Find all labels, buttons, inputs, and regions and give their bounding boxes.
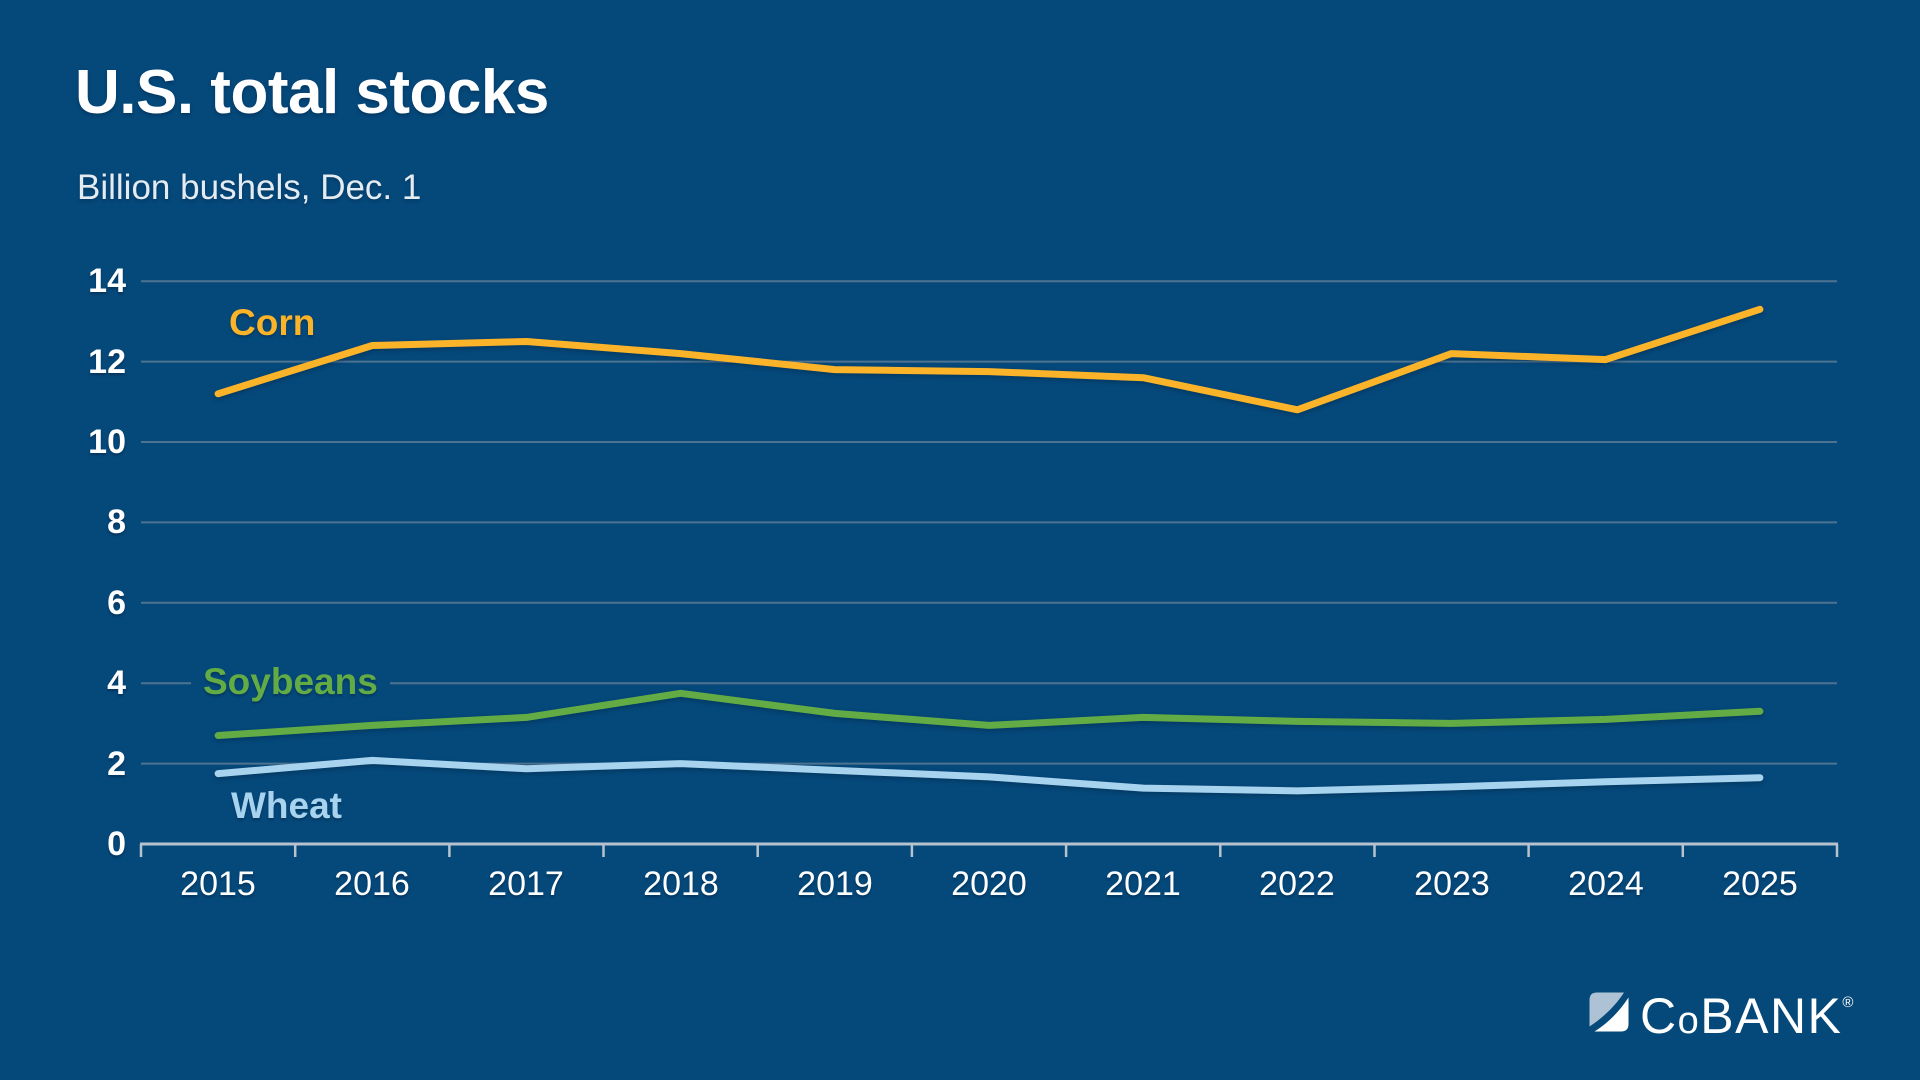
cobank-logo-icon	[1589, 992, 1629, 1032]
y-axis-label-8: 8	[107, 503, 126, 541]
x-axis-label-2020: 2020	[951, 865, 1027, 903]
series-label-soybeans: Soybeans	[191, 660, 390, 704]
logo-letter-o: o	[1677, 1000, 1701, 1042]
x-axis-label-2021: 2021	[1105, 865, 1181, 903]
series-label-corn: Corn	[229, 302, 316, 343]
registered-mark: ®	[1842, 994, 1854, 1011]
y-axis-label-4: 4	[107, 664, 126, 702]
soybeans-line	[214, 689, 1764, 739]
y-axis-label-10: 10	[88, 423, 126, 461]
y-axis-label-0: 0	[107, 825, 126, 863]
x-axis-label-2016: 2016	[334, 865, 410, 903]
x-axis-label-2018: 2018	[643, 865, 719, 903]
x-axis-label-2023: 2023	[1414, 865, 1490, 903]
x-axis-label-2015: 2015	[180, 865, 256, 903]
y-axis-label-6: 6	[107, 584, 126, 622]
x-axis-label-2017: 2017	[488, 865, 564, 903]
y-axis-label-14: 14	[88, 262, 126, 300]
y-axis-label-2: 2	[107, 745, 126, 783]
series-label-wheat: Wheat	[231, 785, 342, 826]
cobank-logo-text: CoBANK®	[1640, 982, 1853, 1042]
x-axis-label-2024: 2024	[1568, 865, 1644, 903]
wheat-line	[214, 756, 1764, 795]
cobank-logo: CoBANK®	[1588, 982, 1853, 1042]
page-title: U.S. total stocks	[75, 58, 549, 127]
corn-line	[214, 305, 1764, 414]
logo-letters-bank: BANK	[1700, 988, 1843, 1044]
x-axis-label-2025: 2025	[1722, 865, 1798, 903]
x-axis-label-2022: 2022	[1259, 865, 1335, 903]
chart-subtitle: Billion bushels, Dec. 1	[77, 168, 422, 207]
logo-letter-c: C	[1640, 988, 1678, 1044]
y-axis-label-12: 12	[88, 343, 126, 381]
x-axis-label-2019: 2019	[797, 865, 873, 903]
